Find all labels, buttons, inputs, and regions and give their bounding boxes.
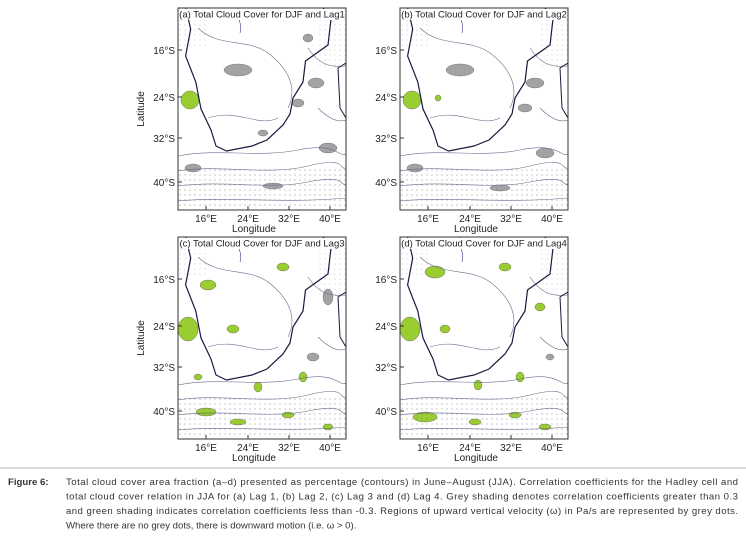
green-shading [515,371,525,383]
caption-line: and green shading indicates correlation … [66,506,738,517]
grey-shading [535,147,555,159]
caption-line: Where there are no grey dots, there is d… [66,521,356,532]
green-shading [473,379,483,391]
map-panel: (c) Total Cloud Cover for DJF and Lag3 16… [136,236,347,464]
panel-title: (c) Total Cloud Cover for DJF and Lag3 [179,239,344,250]
title-bg [402,238,566,249]
green-shading [276,262,290,272]
green-shading [498,262,512,272]
y-tick-label: 16°S [375,46,397,57]
grey-shading [302,33,314,43]
map-panel: (a) Total Cloud Cover for DJF and Lag1 16… [136,7,347,235]
x-tick-label: 24°E [237,214,259,225]
green-shading [253,381,263,393]
panel-title: (d) Total Cloud Cover for DJF and Lag4 [401,239,567,250]
panel-title: (a) Total Cloud Cover for DJF and Lag1 [179,10,345,21]
x-tick-label: 32°E [278,443,300,454]
grey-shading [257,129,269,137]
panel-frame [177,7,347,211]
x-tick-label: 16°E [195,214,217,225]
x-tick-label: 32°E [500,443,522,454]
y-tick-label: 32°S [375,363,397,374]
green-shading [178,316,199,342]
map-area [400,237,568,439]
grey-shading [291,98,305,108]
y-tick-label: 24°S [153,93,175,104]
x-tick-label: 40°E [319,214,341,225]
green-shading [180,90,200,110]
grey-shading [545,353,555,361]
green-shading [226,324,240,334]
green-shading [402,90,422,110]
x-axis-label: Longitude [232,453,276,464]
grey-shading [223,63,253,77]
y-axis-label: Latitude [136,320,147,356]
map-panel: (d) Total Cloud Cover for DJF and Lag4 16… [375,236,569,464]
y-tick-label: 40°S [153,407,175,418]
x-axis-label: Longitude [454,453,498,464]
x-tick-label: 32°E [500,214,522,225]
x-tick-label: 32°E [278,214,300,225]
title-bg [402,9,566,20]
y-tick-label: 24°S [375,322,397,333]
x-axis-label: Longitude [232,224,276,235]
green-shading [193,373,203,381]
x-tick-label: 16°E [417,214,439,225]
green-shading [439,324,451,334]
title-bg [180,9,344,20]
grey-shading [307,77,325,89]
title-bg [180,238,344,249]
caption-line: Total cloud cover area fraction (a–d) pr… [66,477,738,488]
green-shading [298,371,308,383]
y-tick-label: 40°S [375,178,397,189]
map-area [400,8,568,210]
panel-frame [399,236,569,440]
y-tick-label: 24°S [375,93,397,104]
caption-label: Figure 6: [8,477,49,488]
x-tick-label: 16°E [195,443,217,454]
y-tick-label: 16°S [153,46,175,57]
x-tick-label: 24°E [237,443,259,454]
y-tick-label: 16°S [153,275,175,286]
panel-frame [399,7,569,211]
grey-shading [525,77,545,89]
map-area [178,8,346,210]
panel-frame [177,236,347,440]
caption-line: total cloud cover relation in JJA for (a… [66,492,738,503]
y-tick-label: 32°S [153,134,175,145]
y-tick-label: 24°S [153,322,175,333]
x-tick-label: 24°E [459,214,481,225]
map-panel: (b) Total Cloud Cover for DJF and Lag2 16… [375,7,569,235]
y-tick-label: 32°S [153,363,175,374]
x-tick-label: 16°E [417,443,439,454]
green-shading [400,316,421,342]
y-axis-label: Latitude [136,91,147,127]
grey-shading [306,352,320,362]
y-tick-label: 16°S [375,275,397,286]
y-tick-label: 32°S [375,134,397,145]
x-tick-label: 40°E [319,443,341,454]
y-tick-label: 40°S [153,178,175,189]
green-shading [199,279,217,291]
grey-shading [445,63,475,77]
x-tick-label: 40°E [541,443,563,454]
map-area [178,237,346,439]
green-shading [534,302,546,312]
x-tick-label: 24°E [459,443,481,454]
y-tick-label: 40°S [375,407,397,418]
green-shading [434,94,442,102]
grey-shading [517,103,533,113]
panel-title: (b) Total Cloud Cover for DJF and Lag2 [401,10,567,21]
x-axis-label: Longitude [454,224,498,235]
x-tick-label: 40°E [541,214,563,225]
